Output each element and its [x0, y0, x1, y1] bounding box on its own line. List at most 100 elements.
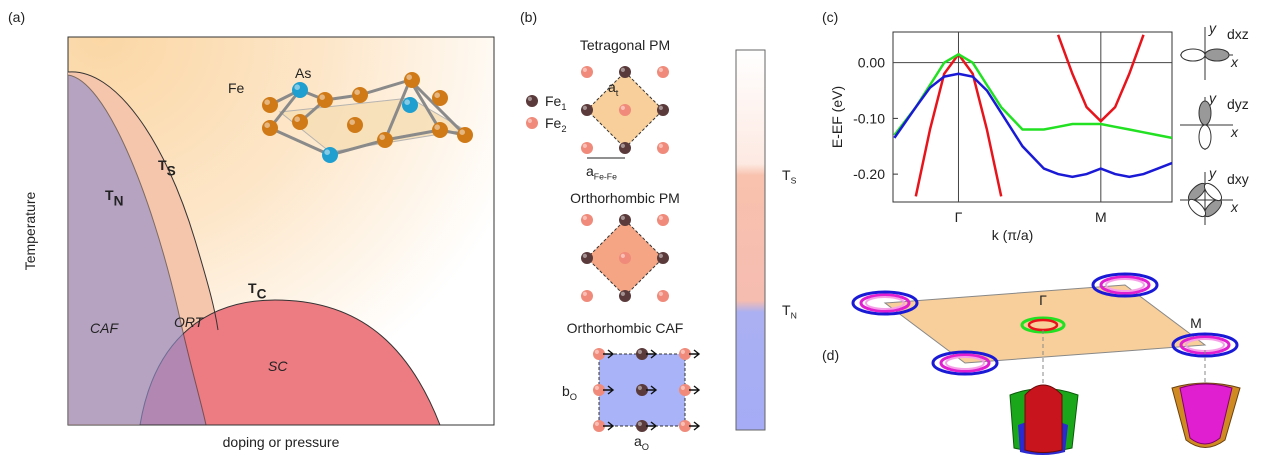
fe-atom: [262, 120, 278, 136]
fe-atom-shine: [379, 134, 385, 140]
tc-label-sub: C: [257, 287, 267, 302]
fe2-atom-shine: [583, 292, 587, 296]
orbital-axis-label: y: [1208, 20, 1217, 36]
fe-atom-shine: [434, 92, 440, 98]
fe1-atom-shine: [621, 216, 625, 220]
fe1-atom-shine: [659, 106, 663, 110]
fe2-atom: [581, 66, 593, 78]
fe1-atom-shine: [659, 254, 663, 258]
x-tick-label: M: [1095, 209, 1107, 225]
lattice-label-main: a: [586, 163, 594, 179]
as-atom: [292, 82, 308, 98]
fe1-atom-shine: [583, 106, 587, 110]
colorbar: [736, 50, 765, 430]
fe2-atom-shine: [583, 216, 587, 220]
axis-title: doping or pressure: [223, 434, 340, 450]
colorbar-label-sub: S: [791, 176, 797, 186]
fe1-atom: [619, 142, 631, 154]
caf-atom-shine: [638, 386, 642, 390]
fe-atom: [262, 97, 278, 113]
lattice-label-main: a: [634, 433, 642, 449]
fe-atom: [317, 92, 333, 108]
region-label: CAF: [90, 320, 119, 336]
lattice-label: aO: [634, 433, 649, 452]
fe2-atom: [619, 104, 631, 116]
atom-label: Fe: [228, 80, 245, 96]
orbital-axis-label: y: [1208, 165, 1217, 181]
fe2-atom-shine: [621, 106, 625, 110]
orbital-lobe: [1199, 125, 1211, 149]
legend-label-sub: 1: [561, 102, 566, 112]
caf-atom-shine: [595, 422, 599, 426]
figure: (a)TNTSTCCAFORTSCTemperaturedoping or pr…: [0, 0, 1261, 456]
lattice-label-sub: t: [616, 88, 619, 98]
lattice-label-main: b: [562, 383, 570, 399]
fe-atom-shine: [459, 129, 465, 135]
bz-point-label: M: [1190, 315, 1202, 331]
y-tick-label: -0.10: [853, 110, 885, 126]
caf-atom-shine: [638, 350, 642, 354]
fe1-atom-shine: [621, 292, 625, 296]
cone-red: [1025, 385, 1062, 453]
colorbar-label: TS: [782, 167, 797, 186]
lattice-label-sub: O: [570, 392, 577, 402]
fe-atom: [457, 127, 473, 143]
fe-atom-shine: [349, 119, 355, 125]
fe1-atom: [581, 252, 593, 264]
caf-atom-shine: [681, 350, 685, 354]
fe1-atom: [619, 66, 631, 78]
y-tick-label: -0.20: [853, 166, 885, 182]
y-tick-label: 0.00: [858, 55, 885, 71]
fe2-atom: [581, 214, 593, 226]
spin-arrow: [689, 350, 699, 358]
legend-fe1-shine: [528, 97, 532, 101]
fe-atom-shine: [264, 122, 270, 128]
fe1-atom-shine: [621, 144, 625, 148]
phase-title: Orthorhombic PM: [570, 190, 680, 206]
caf-atom-shine: [595, 386, 599, 390]
caf-atom-shine: [638, 422, 642, 426]
panel-label: (c): [822, 9, 838, 25]
as-atom-shine: [294, 84, 300, 90]
lattice-label: aFe-Fe: [586, 163, 617, 182]
lattice-label-main: a: [608, 79, 616, 95]
orbital-lobe: [1181, 49, 1205, 61]
fe2-atom: [581, 290, 593, 302]
fe1-atom: [657, 104, 669, 116]
fe-atom-shine: [354, 89, 360, 95]
y-axis-title: E-EF (eV): [829, 86, 845, 148]
phase-title: Tetragonal PM: [580, 37, 670, 53]
legend-entry: dxy: [1227, 171, 1249, 187]
lattice-label: bO: [562, 383, 577, 402]
axis-title: Temperature: [22, 191, 38, 270]
fe-atom-shine: [294, 116, 300, 122]
legend-label-main: Fe: [545, 93, 562, 109]
region-label: SC: [268, 358, 288, 374]
ts-label-sub: S: [167, 164, 176, 179]
fe-atom: [432, 122, 448, 138]
legend-label: Fe2: [545, 115, 567, 134]
caf-atom-shine: [681, 386, 685, 390]
fe1-atom-shine: [583, 254, 587, 258]
spin-arrow: [689, 386, 699, 394]
orbital-lobe: [1199, 101, 1211, 125]
fe-atom-shine: [264, 99, 270, 105]
fe1-atom: [657, 252, 669, 264]
fe-atom-shine: [434, 124, 440, 130]
colorbar-label-sub: N: [791, 311, 797, 321]
colorbar-label: TN: [782, 302, 797, 321]
legend-entry: dyz: [1227, 96, 1249, 112]
fe2-atom: [657, 66, 669, 78]
panel-label: (b): [520, 9, 537, 25]
fe2-atom-shine: [659, 144, 663, 148]
legend-fe1: [526, 95, 538, 107]
fe2-atom-shine: [583, 144, 587, 148]
fe2-atom: [619, 252, 631, 264]
fe2-atom: [657, 290, 669, 302]
orbital-axis-label: x: [1230, 54, 1239, 70]
fe-atom: [377, 132, 393, 148]
caf-atom-shine: [681, 422, 685, 426]
legend-entry: dxz: [1227, 26, 1249, 42]
legend-fe2-shine: [528, 119, 532, 123]
